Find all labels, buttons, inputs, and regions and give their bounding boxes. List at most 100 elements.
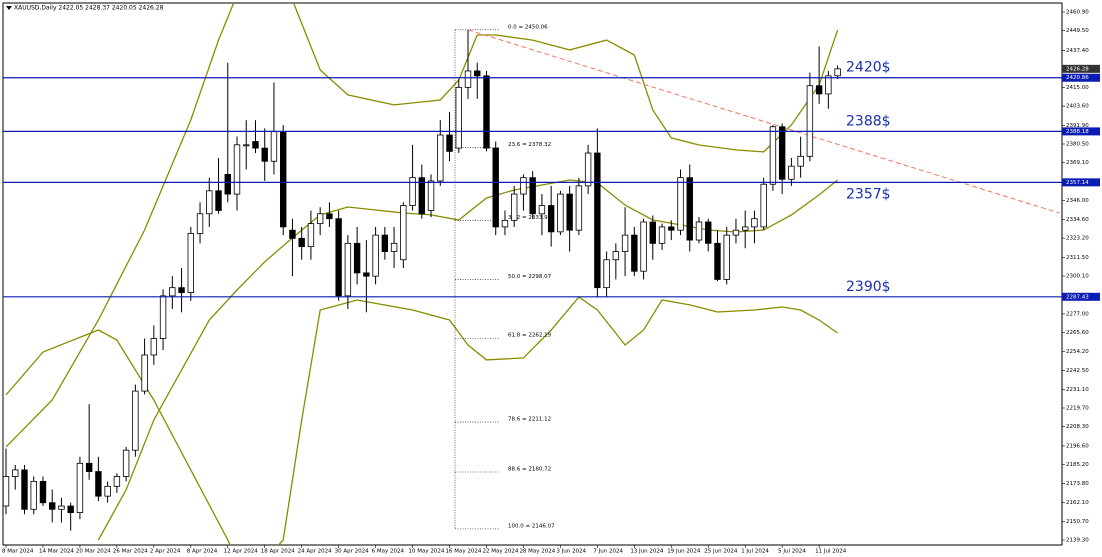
candle-body (132, 390, 139, 451)
candle-body (575, 185, 583, 231)
candle-body (150, 338, 158, 356)
candle-body (464, 70, 472, 88)
level-note: 2388$ (846, 113, 891, 129)
candle-body (520, 177, 527, 195)
candle-body (298, 238, 305, 248)
x-tick-label: 7 Jun 2024 (593, 549, 623, 555)
x-tick-label: 28 May 2024 (519, 549, 555, 555)
candle-body (538, 205, 546, 215)
y-tick-label: 2380.50 (1066, 142, 1089, 148)
candle-body (252, 141, 259, 149)
y-tick-label: 2173.80 (1066, 481, 1089, 487)
x-tick-label: 10 May 2024 (409, 549, 445, 555)
chart-header: XAUUSD,Daily 2422.05 2428.37 2420.05 242… (14, 5, 164, 12)
fib-label: 88.6 = 2180.72 (508, 466, 551, 472)
candle-body (353, 242, 361, 274)
candle-body (104, 485, 111, 497)
candle-body (778, 126, 786, 180)
x-tick-label: 6 May 2024 (372, 549, 405, 555)
candle-body (547, 205, 555, 233)
plot-frame (2, 2, 1063, 546)
candle-body (381, 234, 389, 252)
x-tick-label: 20 Mar 2024 (76, 549, 111, 555)
level-note: 2420$ (846, 60, 891, 76)
candle-body (603, 259, 610, 289)
candle-body (67, 505, 74, 513)
candle-body (566, 193, 573, 231)
level-tag (1062, 73, 1100, 82)
candle-body (363, 272, 370, 277)
candle-body (815, 85, 823, 95)
candle-body (474, 70, 481, 77)
x-tick-label: 3 Jun 2024 (556, 549, 586, 555)
candle-body (658, 226, 666, 244)
candle-body (797, 155, 804, 167)
candle-body (455, 86, 462, 149)
y-tick-label: 2460.90 (1066, 10, 1089, 16)
candle-body (834, 68, 841, 77)
y-tick-label: 2231.10 (1066, 387, 1089, 393)
candle-body (141, 354, 148, 392)
candle-body (732, 229, 740, 236)
x-tick-label: 18 Apr 2024 (261, 549, 296, 555)
y-tick-label: 2208.30 (1066, 424, 1089, 430)
y-tick-label: 2323.20 (1066, 236, 1089, 242)
y-tick-label: 2403.60 (1066, 104, 1089, 110)
y-tick-label: 2242.50 (1066, 368, 1089, 374)
fib-label: 23.6 = 2378.32 (508, 142, 551, 148)
candle-body (215, 190, 222, 211)
candle-body (695, 221, 703, 241)
y-tick-label: 2196.60 (1066, 443, 1089, 449)
candle-body (372, 234, 379, 277)
x-tick-label: 26 Mar 2024 (113, 549, 148, 555)
x-tick-label: 2 Apr 2024 (150, 549, 181, 555)
x-tick-label: 1 Jul 2024 (741, 549, 769, 555)
y-tick-label: 2150.70 (1066, 519, 1089, 525)
candle-body (686, 177, 693, 241)
candle-body (58, 505, 65, 510)
level-tag-label: 2388.18 (1066, 129, 1089, 135)
candle-body (113, 476, 121, 487)
candle-body (631, 234, 638, 272)
x-tick-label: 19 Jun 2024 (667, 549, 701, 555)
x-tick-label: 8 Apr 2024 (187, 549, 218, 555)
candle-body (85, 462, 93, 472)
candle-body (723, 234, 730, 280)
bollinger-band (5, 296, 838, 545)
y-tick-label: 2437.40 (1066, 48, 1089, 54)
bollinger-band (97, 179, 839, 541)
candle-body (649, 221, 656, 244)
candle-body (326, 213, 333, 220)
x-tick-label: 8 Mar 2024 (2, 549, 34, 555)
candle-body (21, 469, 28, 510)
level-tag (1062, 127, 1100, 136)
candle-body (289, 229, 296, 239)
candle-body (584, 152, 592, 187)
candle-body (418, 177, 425, 215)
fib-label: 50.0 = 2298.07 (508, 274, 552, 280)
candle-body (316, 213, 324, 225)
candle-body (594, 152, 601, 289)
level-tag (1062, 292, 1100, 301)
candle-body (95, 471, 102, 497)
candle-body (751, 218, 758, 228)
candle-body (390, 242, 398, 252)
candle-body (261, 147, 268, 162)
level-tag-label: 2287.43 (1066, 294, 1089, 300)
fib-label: 78.6 = 2211.12 (508, 417, 551, 423)
plot-area: 0.0 = 2450.06 23.6 = 2378.32 38.2 = 2333.9… (3, 3, 1060, 545)
candle-body (742, 226, 749, 231)
candle-body (270, 131, 278, 162)
y-tick-label: 2415.00 (1066, 85, 1089, 91)
level-note: 2390$ (846, 279, 891, 295)
y-tick-label: 2300.10 (1066, 274, 1089, 280)
x-tick-label: 30 Apr 2024 (335, 549, 370, 555)
candle-body (714, 242, 721, 280)
candle-body (196, 213, 204, 234)
candle-body (307, 223, 315, 248)
level-note: 2357$ (846, 186, 891, 202)
candle-body (178, 287, 185, 293)
x-tick-label: 24 Apr 2024 (298, 549, 333, 555)
candle-body (621, 234, 629, 252)
